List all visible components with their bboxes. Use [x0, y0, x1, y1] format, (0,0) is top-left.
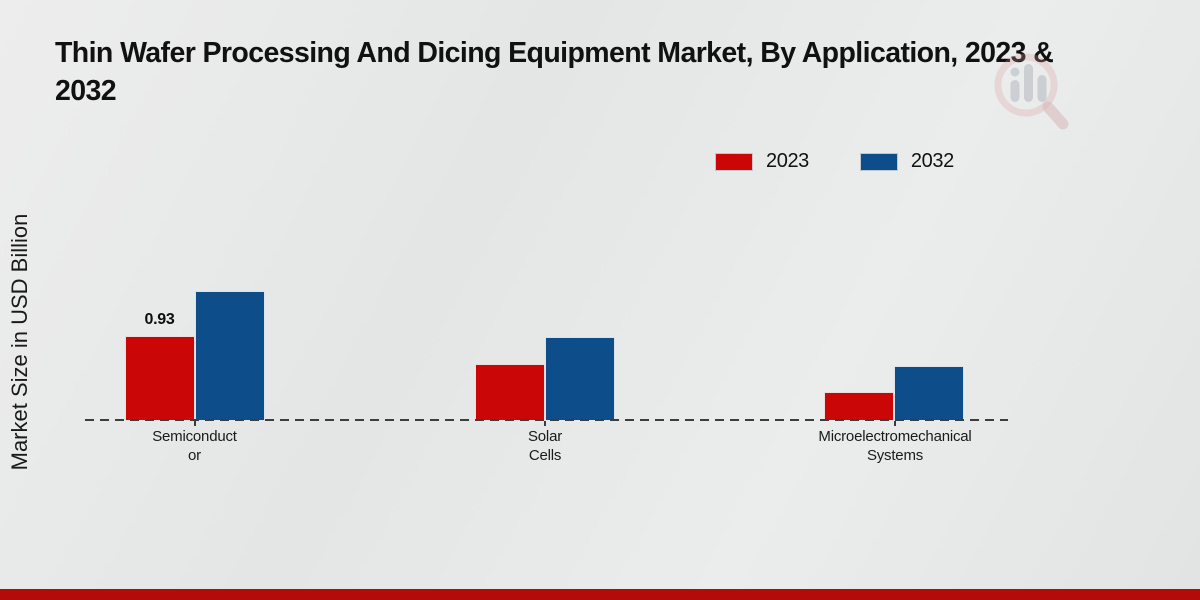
axis-tick-semiconductor — [193, 421, 196, 426]
axis-tick-mems — [893, 421, 896, 426]
bar-value-label-semiconductor-2023: 0.93 — [144, 311, 175, 328]
bar-2032-semiconductor — [194, 291, 265, 420]
magnifier-bar-chart-icon — [994, 53, 1069, 130]
category-label-semiconductor: Semiconduct or — [45, 427, 345, 465]
category-label-mems: Microelectromechanical Systems — [745, 427, 1045, 465]
bar-group-semiconductor: 0.93 — [124, 0, 265, 420]
bar-group-mems — [824, 0, 964, 420]
y-axis-label: Market Size in USD Billion — [7, 213, 32, 471]
footer-accent-bar — [0, 589, 1200, 600]
bar-2032-mems — [894, 366, 964, 420]
x-axis-line — [85, 419, 1008, 421]
category-label-line: Microelectromechanical — [818, 428, 972, 445]
axis-tick-solar-cells — [544, 421, 546, 426]
legend-label-2032: 2032 — [910, 150, 954, 172]
chart-title-line1: Thin Wafer Processing And Dicing Equipme… — [55, 37, 1054, 69]
legend-item-2023: 2023 — [716, 150, 809, 173]
bar-2023-mems — [824, 392, 894, 420]
legend-swatch-2023 — [716, 153, 752, 170]
bar-group-solar-cells — [475, 0, 615, 420]
category-label-line: Cells — [528, 447, 562, 464]
legend: 2023 2032 — [716, 150, 954, 173]
chart-title: Thin Wafer Processing And Dicing Equipme… — [55, 34, 1175, 110]
bar-2023-semiconductor: 0.93 — [124, 311, 195, 420]
legend-item-2032: 2032 — [860, 150, 954, 173]
category-label-line: Systems — [866, 447, 924, 464]
category-label-line: or — [188, 447, 201, 464]
bar-2032-solar-cells — [545, 337, 615, 420]
chart-title-line2: 2032 — [55, 75, 117, 107]
bar-2023-solar-cells — [475, 364, 545, 420]
category-label-solar-cells: Solar Cells — [395, 427, 695, 465]
legend-swatch-2032 — [860, 153, 897, 170]
category-label-line: Semiconduct — [152, 428, 237, 445]
category-label-line: Solar — [527, 428, 563, 445]
legend-label-2023: 2023 — [766, 150, 809, 172]
